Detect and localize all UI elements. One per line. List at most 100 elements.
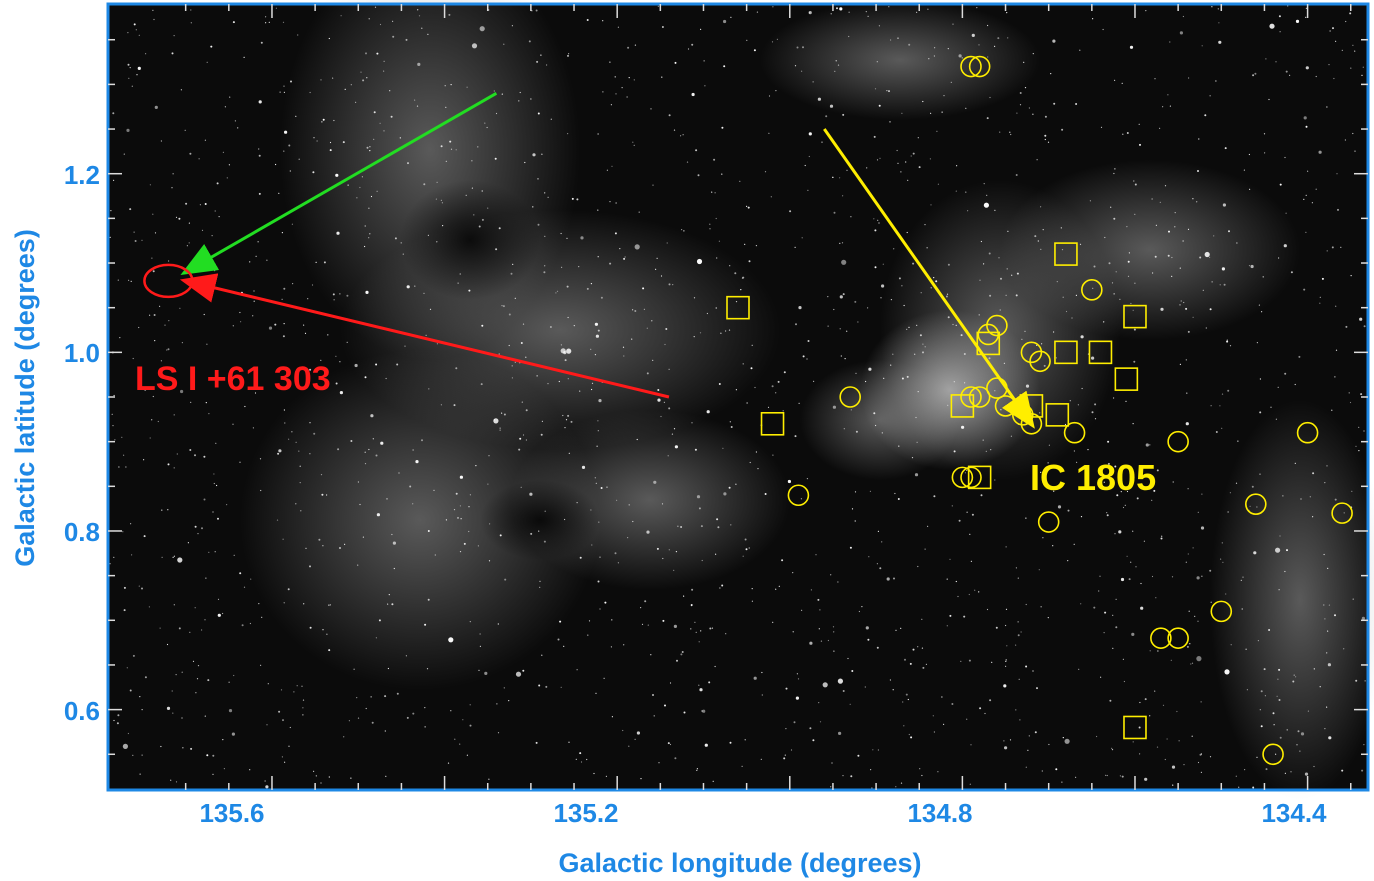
star [691, 43, 694, 46]
star [172, 556, 174, 559]
star [276, 519, 279, 521]
star [1107, 462, 1110, 465]
star [709, 627, 712, 630]
star [833, 650, 835, 652]
star [865, 626, 869, 630]
star [376, 190, 378, 192]
star [357, 481, 359, 483]
star [312, 171, 315, 174]
star [792, 572, 794, 574]
star [1355, 679, 1358, 682]
star [1256, 756, 1258, 758]
star [1270, 406, 1272, 408]
star [1042, 229, 1044, 231]
star [1349, 401, 1352, 404]
star [761, 671, 763, 674]
star [988, 357, 991, 360]
star [326, 494, 328, 496]
star [282, 21, 285, 23]
star [809, 12, 811, 14]
star [1025, 384, 1030, 388]
star [877, 530, 880, 533]
star [1171, 576, 1174, 578]
star [911, 457, 914, 459]
star [350, 777, 352, 779]
star [1293, 674, 1295, 676]
star [444, 85, 446, 87]
star [1218, 22, 1220, 24]
star [440, 199, 442, 201]
star [1307, 710, 1309, 712]
star [822, 682, 828, 688]
star [283, 287, 286, 290]
star [1327, 630, 1329, 632]
star [1344, 139, 1346, 141]
star [922, 100, 924, 103]
star [1211, 281, 1213, 283]
star [1157, 650, 1159, 652]
star [412, 449, 414, 451]
star [260, 664, 262, 666]
star [920, 292, 922, 294]
star [706, 312, 709, 315]
star [1200, 526, 1205, 530]
star [1120, 577, 1125, 582]
star [1143, 540, 1145, 542]
star [728, 486, 731, 489]
star [850, 216, 852, 218]
member-circle-marker [1296, 421, 1319, 444]
y-tick-label: 1.2 [64, 160, 100, 190]
star [594, 322, 599, 326]
star [681, 651, 684, 653]
star [233, 554, 235, 556]
star [1019, 719, 1021, 721]
star [434, 554, 436, 556]
cluster-member-markers [726, 55, 1353, 766]
star [1080, 516, 1083, 518]
star [450, 148, 453, 150]
star [1092, 18, 1094, 20]
star [755, 245, 758, 247]
star [1229, 345, 1232, 347]
star [1210, 405, 1212, 407]
star [567, 414, 570, 417]
star [809, 641, 813, 645]
star [902, 701, 904, 703]
star [994, 479, 996, 481]
star [137, 66, 141, 70]
star [652, 359, 654, 361]
star [223, 768, 225, 770]
star [1132, 741, 1134, 743]
star [1278, 668, 1281, 671]
star [130, 523, 132, 525]
member-square-marker [1054, 340, 1078, 365]
star [820, 640, 823, 642]
star [662, 557, 664, 560]
star [850, 775, 853, 778]
star [328, 776, 330, 778]
star [530, 98, 532, 100]
star [498, 353, 500, 355]
star [346, 341, 348, 343]
star [1167, 254, 1170, 257]
star [1111, 282, 1114, 284]
star [447, 762, 450, 764]
star [1107, 440, 1110, 443]
star [541, 654, 543, 656]
star [771, 385, 774, 388]
star [663, 401, 666, 403]
star [298, 158, 300, 160]
member-circle-marker [1245, 493, 1267, 515]
star [1007, 37, 1009, 39]
star [1277, 678, 1279, 680]
star [152, 9, 154, 11]
star [1192, 316, 1194, 318]
star [1036, 687, 1038, 690]
star [537, 178, 539, 180]
star [149, 314, 151, 316]
star [995, 626, 998, 629]
star [426, 668, 429, 670]
star [1186, 392, 1188, 394]
star [309, 453, 311, 455]
star [802, 355, 805, 358]
